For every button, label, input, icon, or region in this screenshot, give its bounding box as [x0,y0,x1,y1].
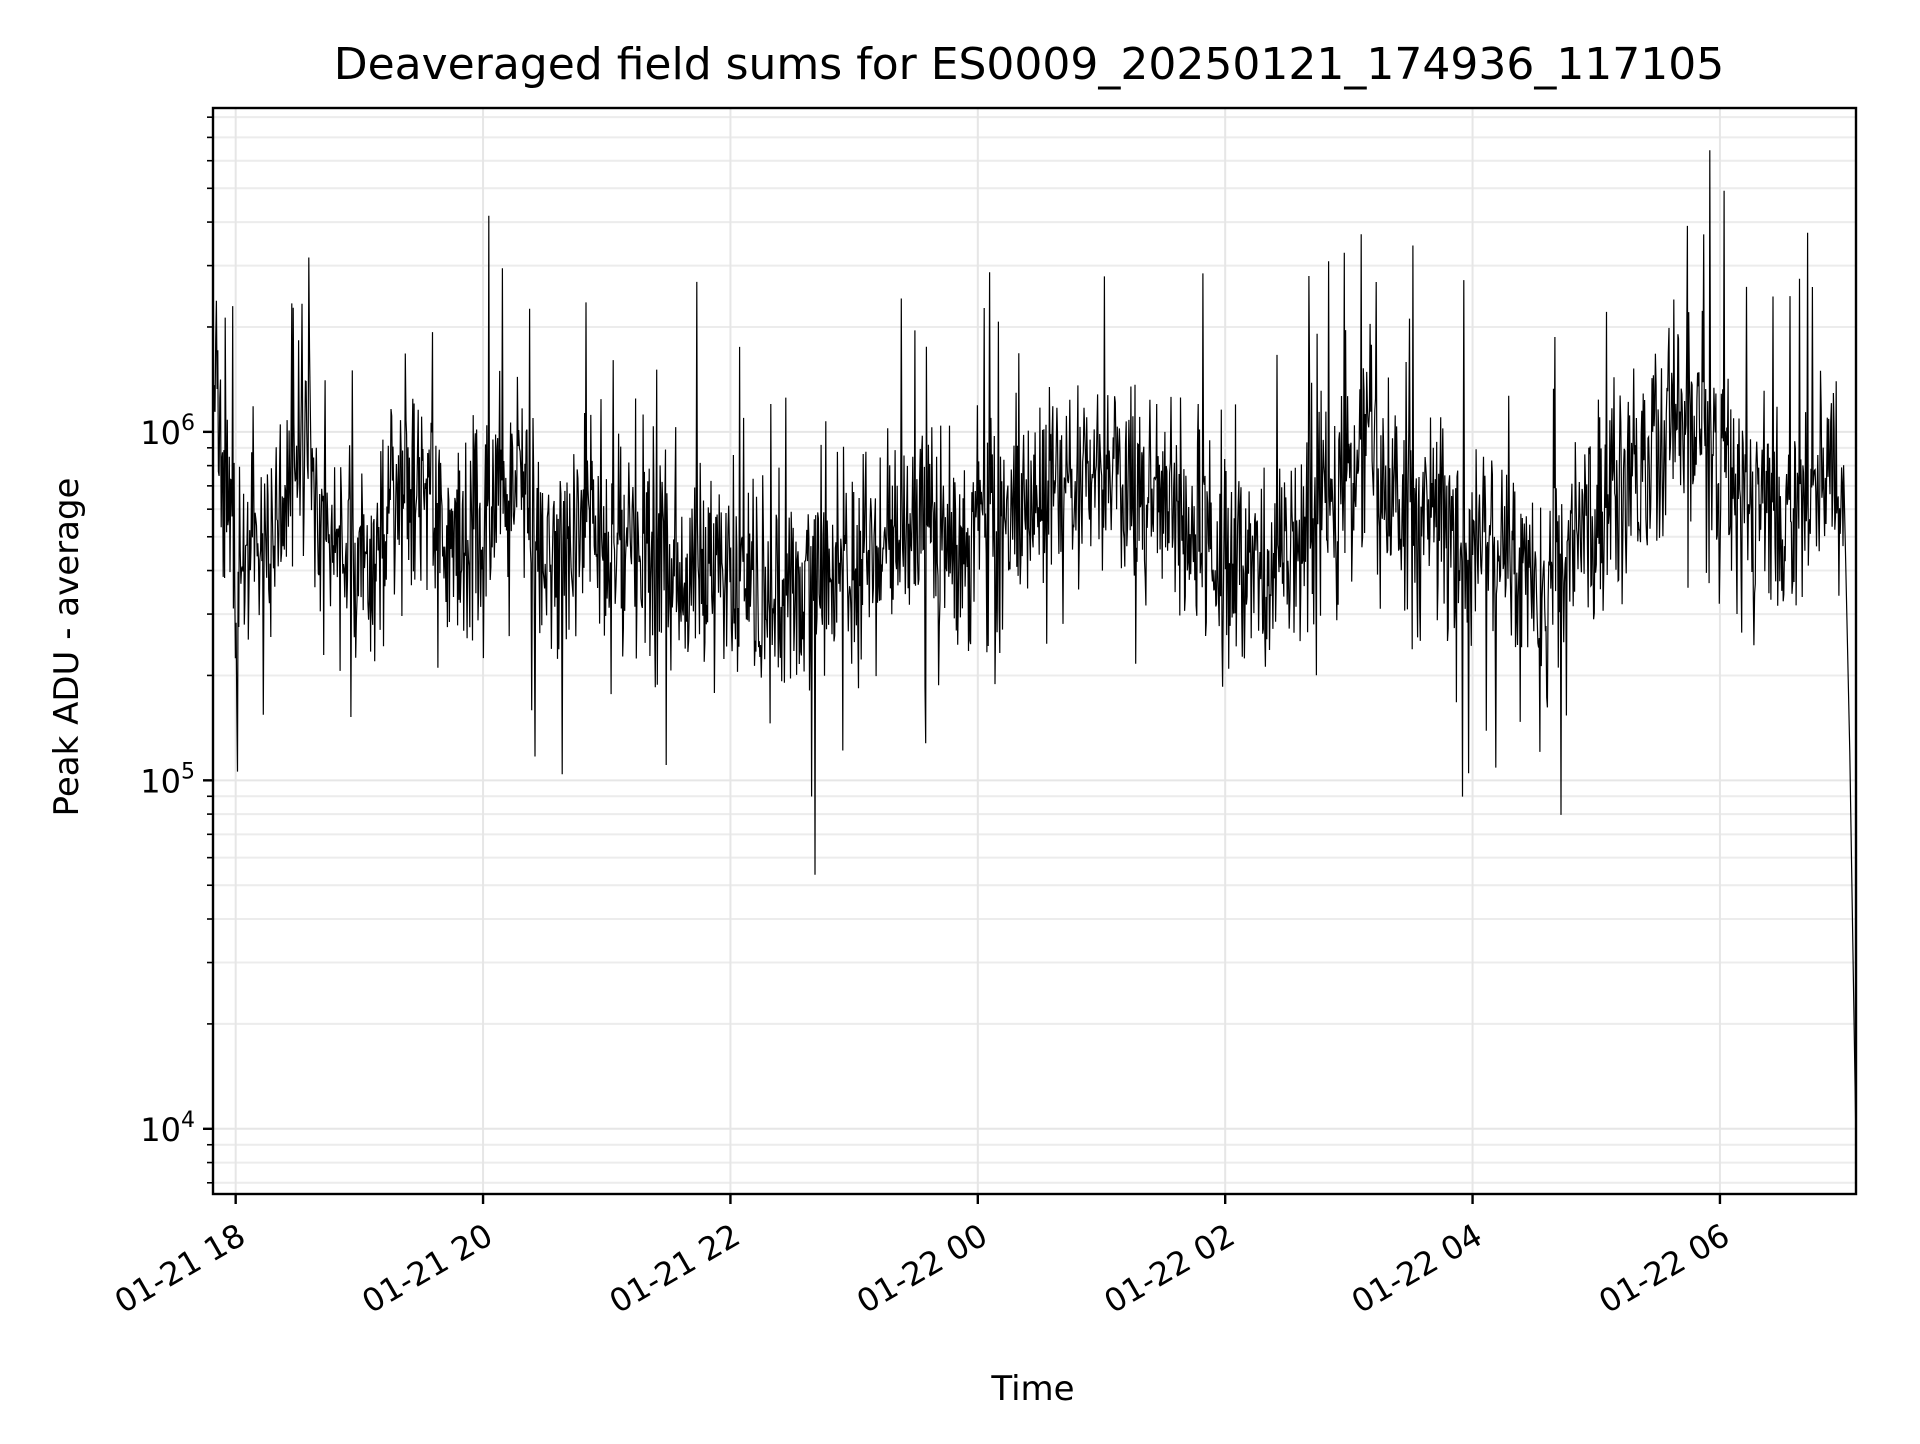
plot-frame [211,106,1858,1196]
chart-title: Deaveraged field sums for ES0009_2025012… [334,39,1725,90]
series-line [212,150,1857,1145]
x-tick-label: 01-21 20 [355,1216,499,1321]
y-tick-exponent: 4 [181,1108,195,1133]
y-tick-base: 10 [140,1111,181,1149]
x-tick-label: 01-22 02 [1098,1216,1242,1321]
y-tick-base: 10 [140,414,181,452]
y-tick-exponent: 6 [181,411,195,436]
x-tick-label: 01-21 18 [108,1216,252,1321]
series-layer [212,150,1857,1145]
y-tick-label: 104 [140,1108,195,1149]
x-axis: 01-21 18 01-21 20 01-21 22 01-22 00 01-22 02… [108,1194,1736,1321]
y-tick-base: 10 [140,762,181,800]
x-tick-label: 01-21 22 [603,1216,747,1321]
y-tick-label: 105 [140,759,195,800]
x-tick-label: 01-22 00 [850,1216,994,1321]
x-axis-label: Time [990,1369,1074,1409]
grid-layer [213,108,1856,1194]
y-tick-label: 106 [140,411,195,452]
y-tick-exponent: 5 [181,759,195,784]
x-tick-label: 01-22 06 [1592,1216,1736,1321]
y-axis-label: Peak ADU - average [47,478,87,817]
x-tick-label: 01-22 04 [1345,1216,1489,1321]
